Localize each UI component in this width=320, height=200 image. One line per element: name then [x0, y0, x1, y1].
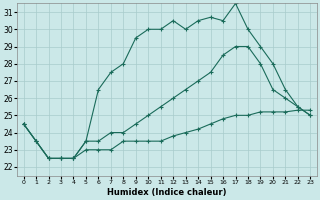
X-axis label: Humidex (Indice chaleur): Humidex (Indice chaleur): [107, 188, 227, 197]
